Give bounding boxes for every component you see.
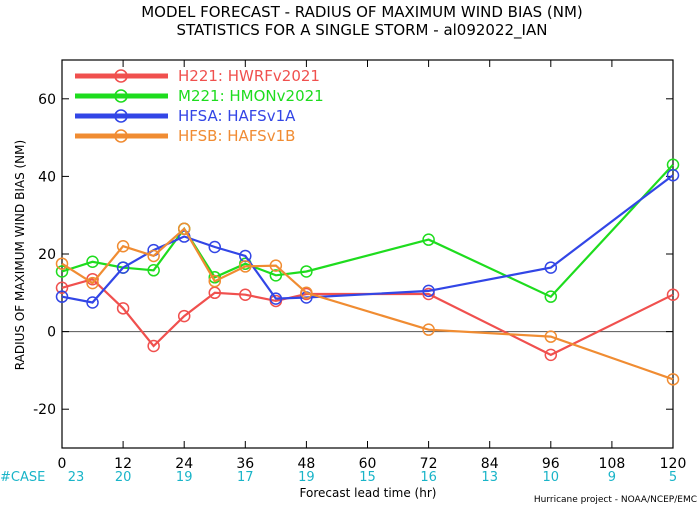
data-point	[544, 330, 558, 343]
series-2	[55, 168, 680, 309]
case-label: #CASE	[0, 470, 45, 485]
legend-marker	[114, 109, 128, 123]
y-tick-label: 20	[38, 247, 56, 263]
y-tick-label: -20	[33, 402, 56, 418]
data-point	[208, 240, 221, 254]
y-tick-label: 0	[47, 325, 56, 341]
legend-entry: H221: HWRFv2021	[75, 67, 320, 85]
legend-entry: M221: HMONv2021	[75, 87, 324, 105]
series-line	[61, 174, 674, 304]
x-axis-label: Forecast lead time (hr)	[300, 486, 437, 500]
data-point	[86, 276, 99, 290]
series-line	[61, 277, 674, 357]
case-count: 15	[359, 470, 376, 485]
case-count: 9	[608, 470, 616, 485]
data-point	[300, 286, 313, 300]
data-point	[55, 265, 69, 278]
case-count: 16	[420, 470, 437, 485]
data-point	[55, 290, 69, 303]
legend-marker	[114, 69, 128, 83]
data-point	[55, 257, 69, 270]
data-point	[177, 309, 191, 323]
legend-entry: HFSB: HAFSv1B	[75, 127, 295, 145]
credit-text: Hurricane project - NOAA/NCEP/EMC	[534, 495, 697, 505]
data-point	[239, 260, 252, 273]
case-count: 17	[237, 470, 254, 485]
x-tick-label: 24	[175, 456, 193, 472]
legend-label: HFSB: HAFSv1B	[178, 127, 295, 145]
data-point	[269, 292, 283, 305]
x-tick-label: 12	[114, 456, 132, 472]
x-tick-label: 72	[420, 456, 438, 472]
data-point	[269, 269, 283, 282]
data-point	[147, 339, 160, 353]
data-point	[666, 288, 680, 301]
legend-entry: HFSA: HAFSv1A	[75, 107, 296, 125]
y-axis-label: RADIUS OF MAXIMUM WIND BIAS (NM)	[13, 140, 27, 370]
chart-subtitle: STATISTICS FOR A SINGLE STORM - al092022…	[177, 21, 548, 40]
series-line	[61, 164, 674, 299]
legend-label: HFSA: HAFSv1A	[178, 107, 296, 125]
data-point	[269, 259, 283, 272]
data-point	[86, 255, 99, 269]
data-point	[147, 264, 160, 277]
data-point	[116, 261, 130, 274]
data-point	[422, 323, 435, 336]
legend-marker	[114, 89, 128, 103]
case-count: 19	[298, 470, 315, 485]
data-point	[666, 168, 680, 182]
data-point	[239, 288, 252, 301]
data-point	[666, 373, 680, 386]
case-count: 20	[115, 470, 132, 485]
y-tick-label: 60	[38, 92, 56, 108]
x-tick-label: 108	[599, 456, 626, 472]
series-line	[61, 227, 674, 381]
case-count: 19	[176, 470, 193, 485]
x-tick-label: 84	[481, 456, 499, 472]
y-tick-label: 40	[38, 169, 56, 185]
data-point	[208, 271, 221, 284]
legend-label: H221: HWRFv2021	[178, 67, 320, 85]
data-point	[422, 284, 435, 298]
series-3	[55, 222, 680, 386]
legend-marker	[114, 129, 128, 143]
x-tick-label: 60	[359, 456, 377, 472]
case-count: 23	[68, 470, 85, 485]
data-point	[422, 287, 435, 301]
data-point	[55, 281, 69, 295]
data-point	[422, 233, 435, 246]
data-point	[300, 265, 313, 278]
data-point	[116, 302, 130, 315]
data-point	[544, 290, 558, 303]
data-point	[86, 296, 99, 309]
case-count: 10	[543, 470, 560, 485]
x-tick-label: 0	[58, 456, 67, 472]
chart-title: MODEL FORECAST - RADIUS OF MAXIMUM WIND …	[141, 3, 583, 21]
x-tick-label: 48	[297, 456, 315, 472]
legend-label: M221: HMONv2021	[178, 87, 324, 105]
data-point	[208, 274, 221, 288]
x-tick-label: 120	[660, 456, 687, 472]
data-point	[544, 348, 558, 362]
data-point	[177, 222, 191, 236]
data-point	[544, 261, 558, 274]
series-0	[55, 272, 680, 362]
x-tick-label: 36	[236, 456, 254, 472]
case-count: 5	[669, 470, 677, 485]
case-count: 13	[481, 470, 498, 485]
x-tick-label: 96	[542, 456, 560, 472]
data-point	[147, 249, 160, 263]
plot-area: 0 12 24 36 48 60 72 84 96 108 120 -20 0 20 40 60 23 20 19 1…	[33, 59, 687, 485]
series-1	[55, 158, 680, 303]
data-point	[116, 239, 130, 253]
